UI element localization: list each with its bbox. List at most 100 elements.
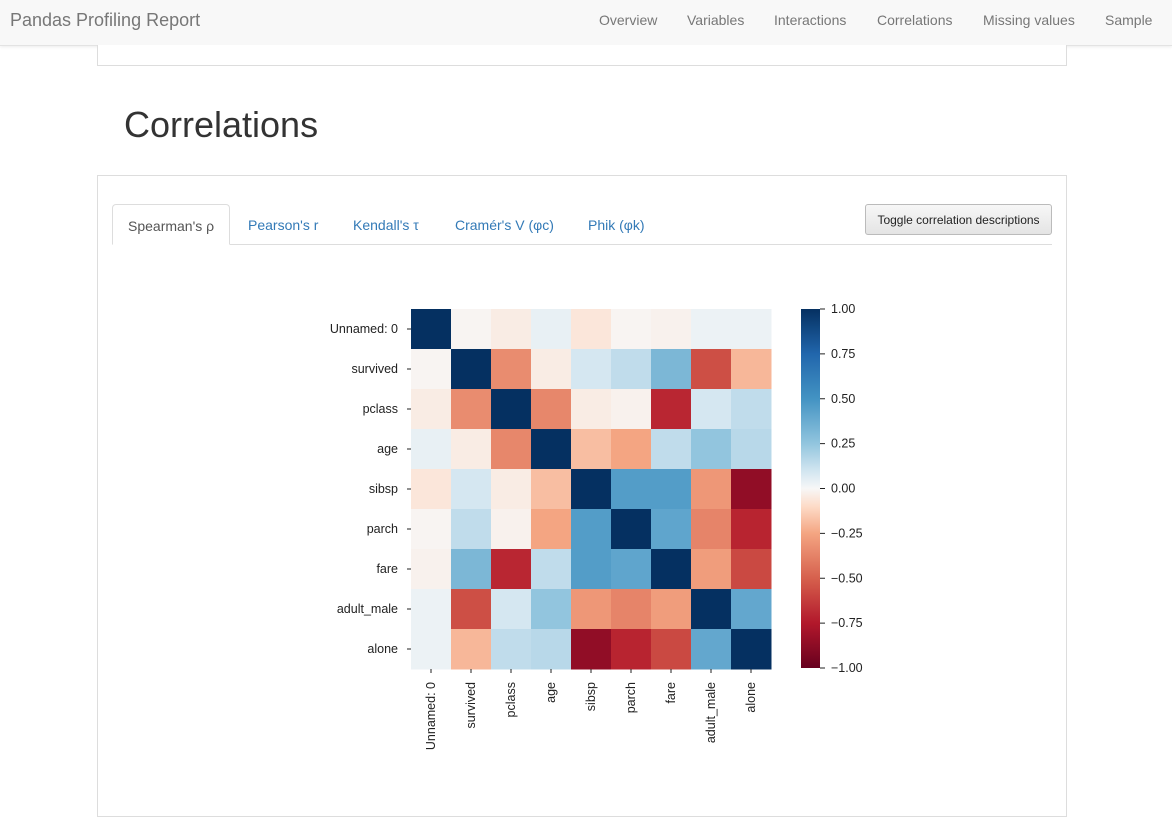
- heatmap-cell: [691, 389, 732, 430]
- heatmap-cell: [651, 349, 692, 390]
- column-label: pclass: [504, 682, 518, 717]
- heatmap-cell: [451, 389, 492, 430]
- row-label: adult_male: [337, 602, 398, 616]
- nav-variables[interactable]: Variables: [687, 12, 745, 28]
- heatmap-cell: [531, 309, 572, 350]
- heatmap-cell: [571, 309, 612, 350]
- row-label: sibsp: [369, 482, 398, 496]
- heatmap-cell: [651, 589, 692, 630]
- heatmap-cell: [531, 509, 572, 550]
- row-label: pclass: [363, 402, 398, 416]
- colorbar-tick-label: 0.25: [831, 437, 855, 451]
- nav-overview[interactable]: Overview: [599, 12, 658, 28]
- heatmap-cell: [531, 429, 572, 470]
- heatmap-cell: [571, 349, 612, 390]
- heatmap-cell: [571, 509, 612, 550]
- tab-cramers-v[interactable]: Cramér's V (φc): [455, 217, 554, 233]
- heatmap-cell: [531, 549, 572, 590]
- heatmap-cell: [491, 349, 532, 390]
- heatmap-cell: [731, 509, 772, 550]
- heatmap-cell: [611, 349, 652, 390]
- colorbar-tick-label: −0.50: [831, 571, 863, 585]
- heatmap-cell: [411, 429, 452, 470]
- heatmap-cell: [691, 589, 732, 630]
- correlation-tabs: Spearman's ρ Pearson's r Kendall's τ Cra…: [112, 204, 1052, 245]
- heatmap-cell: [491, 589, 532, 630]
- heatmap-cell: [731, 549, 772, 590]
- top-navbar: Pandas Profiling Report Overview Variabl…: [0, 0, 1172, 46]
- heatmap-cell: [491, 509, 532, 550]
- heatmap-cell: [411, 469, 452, 510]
- tab-phik[interactable]: Phik (φk): [588, 217, 645, 233]
- navbar-brand[interactable]: Pandas Profiling Report: [10, 10, 201, 30]
- heatmap-cell: [691, 349, 732, 390]
- colorbar-tick-label: −0.25: [831, 526, 863, 540]
- heatmap-cell: [451, 309, 492, 350]
- heatmap-cell: [451, 349, 492, 390]
- heatmap-cell: [411, 389, 452, 430]
- column-label: Unnamed: 0: [424, 682, 438, 750]
- heatmap-cell: [531, 389, 572, 430]
- heatmap-cell: [611, 509, 652, 550]
- heatmap-cell: [491, 429, 532, 470]
- heatmap-cell: [571, 629, 612, 670]
- colorbar-tick-label: −0.75: [831, 616, 863, 630]
- column-label: age: [544, 682, 558, 703]
- heatmap-cell: [571, 589, 612, 630]
- tab-kendall[interactable]: Kendall's τ: [353, 217, 419, 233]
- tab-spearman[interactable]: Spearman's ρ: [112, 204, 231, 245]
- heatmap-cell: [611, 389, 652, 430]
- tab-pearson[interactable]: Pearson's r: [248, 217, 319, 233]
- column-label: sibsp: [584, 682, 598, 711]
- nav-interactions[interactable]: Interactions: [774, 12, 847, 28]
- heatmap-cell: [611, 309, 652, 350]
- heatmap-cell: [451, 589, 492, 630]
- heatmap-cell: [731, 589, 772, 630]
- column-label: fare: [664, 682, 678, 704]
- heatmap-cell: [731, 349, 772, 390]
- heatmap-cell: [491, 469, 532, 510]
- heatmap-cell: [531, 349, 572, 390]
- heatmap-cell: [611, 589, 652, 630]
- heatmap-cell: [611, 429, 652, 470]
- spearman-heatmap: Unnamed: 0 survived pclass age sibsp parch far…: [330, 302, 863, 750]
- heatmap-cell: [491, 549, 532, 590]
- heatmap-cell: [491, 309, 532, 350]
- colorbar-tick-label: −1.00: [831, 661, 863, 675]
- heatmap-cell: [451, 429, 492, 470]
- heatmap-cell: [611, 469, 652, 510]
- heatmap-cell: [531, 629, 572, 670]
- heatmap-cell: [731, 429, 772, 470]
- heatmap-cell: [691, 469, 732, 510]
- colorbar-tick-label: 0.00: [831, 482, 855, 496]
- heatmap-cell: [651, 469, 692, 510]
- heatmap-cell: [411, 589, 452, 630]
- heatmap-cell: [731, 389, 772, 430]
- heatmap-cell: [451, 629, 492, 670]
- heatmap-cell: [691, 429, 732, 470]
- heatmap-cell: [651, 549, 692, 590]
- heatmap-cell: [411, 509, 452, 550]
- column-label: survived: [464, 682, 478, 729]
- heatmap-cell: [411, 349, 452, 390]
- nav-correlations[interactable]: Correlations: [877, 12, 953, 28]
- heatmap-cell: [451, 509, 492, 550]
- colorbar-tick-label: 1.00: [831, 302, 855, 316]
- heatmap-cell: [451, 469, 492, 510]
- nav-missing-values[interactable]: Missing values: [983, 12, 1075, 28]
- toggle-correlation-descriptions-button[interactable]: Toggle correlation descriptions: [865, 204, 1052, 235]
- row-label: age: [377, 442, 398, 456]
- nav-sample[interactable]: Sample: [1105, 12, 1153, 28]
- row-label: Unnamed: 0: [330, 322, 398, 336]
- heatmap-cell: [651, 309, 692, 350]
- heatmap-cell: [691, 629, 732, 670]
- row-label: survived: [351, 362, 398, 376]
- heatmap-cell: [531, 589, 572, 630]
- heatmap-cell: [531, 469, 572, 510]
- column-label: alone: [744, 682, 758, 713]
- heatmap-cell: [411, 629, 452, 670]
- heatmap-cell: [731, 469, 772, 510]
- previous-section-panel: [97, 45, 1067, 66]
- heatmap-cell: [651, 629, 692, 670]
- row-label: alone: [367, 642, 398, 656]
